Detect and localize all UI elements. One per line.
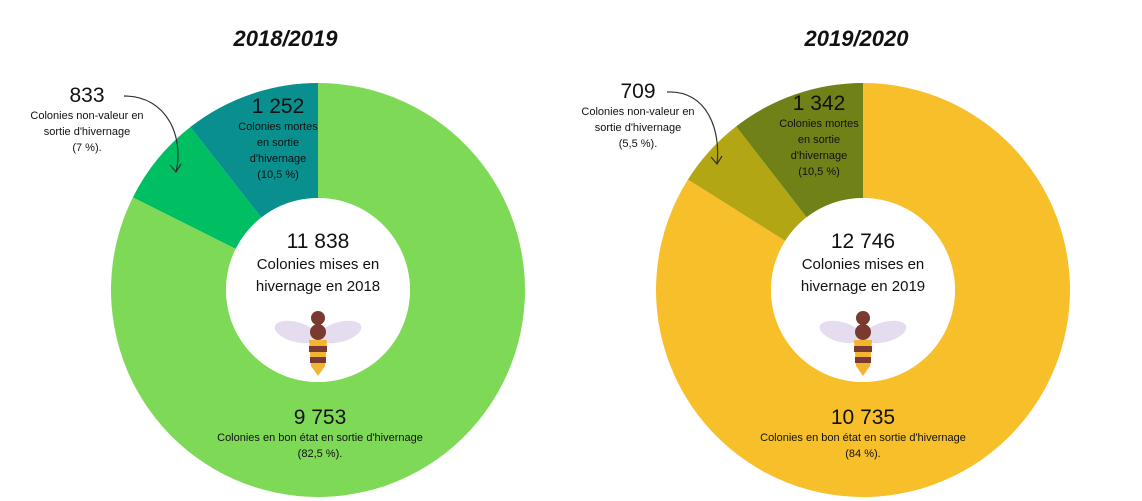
center-label: 11 838 Colonies mises en hivernage en 20… [228,230,408,298]
center-label: 12 746 Colonies mises en hivernage en 20… [773,230,953,298]
center-value: 12 746 [830,230,896,253]
donut-chart-2018-2019 [110,83,525,497]
non-valeur-value: 709 [620,80,656,103]
slice-good [656,83,1070,498]
callout-arrow [666,91,719,165]
slice-label-dead: 1 252 Colonies mortes en sortie d'hivern… [228,95,328,183]
slice-label-good: 10 735 Colonies en bon état en sortie d'… [713,406,1013,462]
slice-label-good: 9 753 Colonies en bon état en sortie d'h… [170,406,470,462]
chart-panel-2018-2019: 2018/2019 1 252 Colonies mortes en sorti… [22,26,525,497]
slice-non-valeur [132,127,262,249]
center-value: 11 838 [286,230,350,253]
callout-arrow [123,95,179,173]
bee-icon [819,311,907,376]
bee-icon [274,311,362,376]
chart-title: 2019/2020 [804,26,909,51]
chart-panel-2019-2020: 2019/2020 1 342 Colonies mortes en sorti… [571,0,1142,501]
slice-good [110,83,525,497]
donut-chart-2019-2020 [656,83,1070,498]
non-valeur-value: 833 [69,84,105,107]
callout-arrow-head [169,163,182,174]
callout-arrow-head [710,155,723,166]
dead-value: 1 252 [251,95,305,118]
good-value: 9 753 [293,406,347,429]
good-value: 10 735 [830,406,896,429]
slice-label-dead: 1 342 Colonies mortes en sortie d'hivern… [769,92,869,180]
slice-label-non-valeur: 833 Colonies non-valeur en sortie d'hive… [22,84,152,156]
slice-label-non-valeur: 709 Colonies non-valeur en sortie d'hive… [571,80,705,152]
donut-hole [771,198,955,382]
dead-value: 1 342 [792,92,846,115]
chart-title: 2018/2019 [233,26,338,51]
donut-hole [226,198,410,382]
slice-dead [190,83,318,218]
slice-dead [736,83,863,218]
